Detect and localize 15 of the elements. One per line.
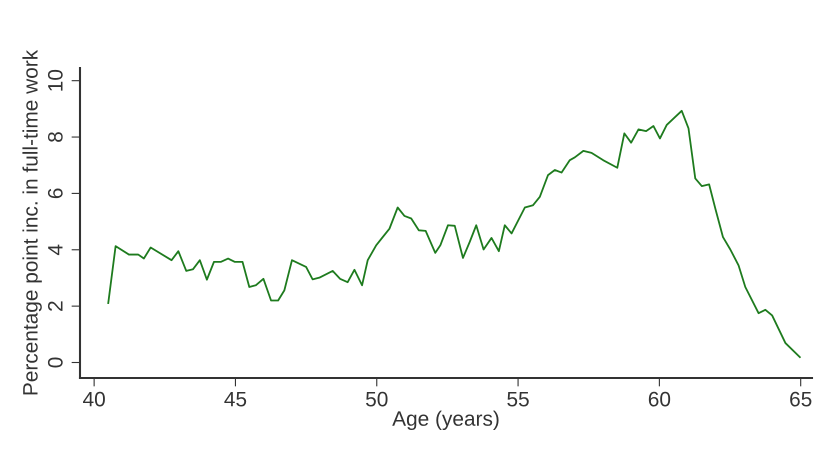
- y-tick-label: 8: [48, 132, 63, 142]
- y-tick-label: 10: [48, 70, 63, 91]
- x-tick-label: 50: [366, 392, 388, 406]
- y-tick-label: 6: [48, 188, 63, 198]
- x-axis-title: Age (years): [392, 410, 499, 430]
- x-tick-label: 65: [790, 392, 812, 406]
- x-tick-label: 60: [648, 392, 670, 406]
- line-series: [107, 110, 801, 358]
- x-tick-label: 55: [507, 392, 529, 406]
- y-tick-label: 4: [48, 244, 62, 256]
- x-tick-label: 40: [83, 392, 105, 406]
- y-tick-label: 2: [48, 301, 62, 311]
- x-tick-label: 45: [224, 392, 246, 406]
- y-tick-label: 0: [48, 358, 63, 368]
- y-axis-title: Percentage point inc. in full-time work: [22, 50, 42, 394]
